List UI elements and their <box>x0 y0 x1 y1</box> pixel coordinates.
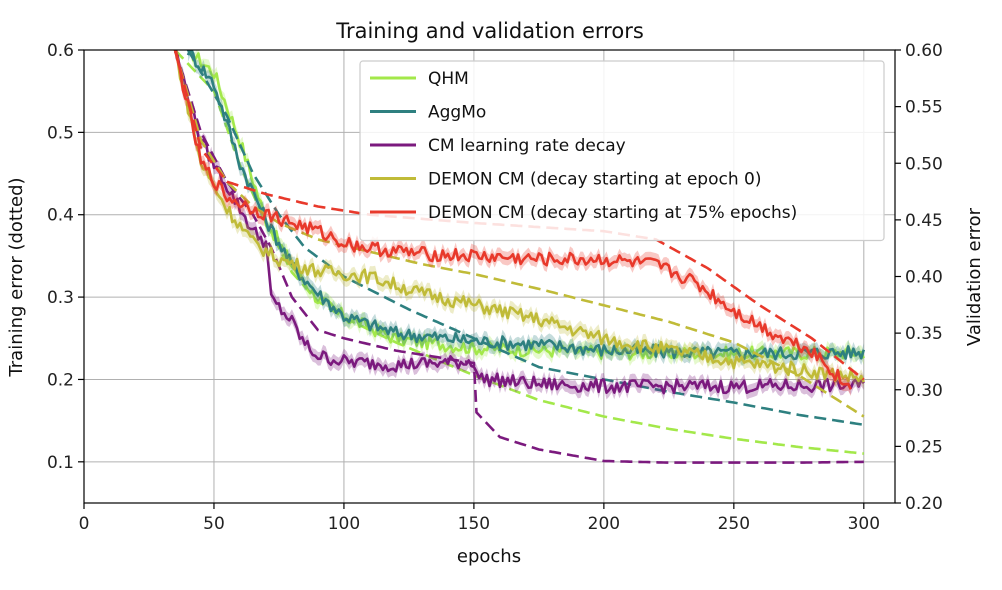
axes: 0 50 100 150 200 250 300 0.1 0.2 0.3 0.4 0.5 0.6 0.20… <box>47 41 943 534</box>
series-1 <box>186 50 866 427</box>
y-right-tick-label: 0.60 <box>905 41 943 61</box>
y-left-tick-label: 0.1 <box>47 453 74 473</box>
x-tick-label: 300 <box>848 514 880 534</box>
y-right-tick-label: 0.45 <box>905 211 943 231</box>
y-left-tick-label: 0.4 <box>47 206 74 226</box>
y-left-tick-label: 0.2 <box>47 370 74 390</box>
y-axis-right-label: Validation error <box>964 207 985 346</box>
y-right-tick-label: 0.25 <box>905 437 943 457</box>
training-line <box>173 50 864 464</box>
y-right-tick-label: 0.55 <box>905 98 943 118</box>
x-tick-label: 50 <box>203 514 225 534</box>
y-left-tick-label: 0.6 <box>47 41 74 61</box>
y-left-tick-label: 0.5 <box>47 123 74 143</box>
x-axis-label: epochs <box>457 546 521 567</box>
training-line <box>173 50 865 418</box>
legend-label: QHM <box>428 69 469 89</box>
y-right-tick-label: 0.30 <box>905 381 943 401</box>
legend-box <box>359 60 885 242</box>
validation-line <box>186 50 866 361</box>
y-left-tick-label: 0.3 <box>47 288 74 308</box>
legend: QHM AggMo CM learning rate decay DEMON CM (… <box>359 60 885 242</box>
legend-label: DEMON CM (decay starting at 75% epochs) <box>428 203 797 223</box>
y-right-tick-label: 0.40 <box>905 268 943 288</box>
chart-title: Training and validation errors <box>335 19 644 43</box>
y-right-tick-label: 0.35 <box>905 324 943 344</box>
legend-label: DEMON CM (decay starting at epoch 0) <box>428 170 761 190</box>
validation-line <box>173 50 865 383</box>
x-tick-label: 250 <box>718 514 750 534</box>
training-line <box>174 50 864 455</box>
validation-line <box>173 51 865 395</box>
series-0 <box>174 50 865 455</box>
plot-frame <box>83 49 896 504</box>
y-axis-left-label: Training error (dotted) <box>6 177 27 377</box>
series-2 <box>173 50 865 464</box>
validation-line <box>174 50 852 390</box>
x-tick-label: 150 <box>458 514 490 534</box>
x-tick-label: 100 <box>328 514 360 534</box>
y-right-tick-label: 0.20 <box>905 494 943 514</box>
validation-line <box>189 50 865 362</box>
legend-label: AggMo <box>428 103 486 123</box>
x-tick-label: 0 <box>79 514 90 534</box>
training-line <box>186 50 864 427</box>
y-right-tick-label: 0.50 <box>905 154 943 174</box>
x-tick-label: 200 <box>588 514 620 534</box>
legend-label: CM learning rate decay <box>428 136 626 156</box>
series-3 <box>173 50 865 418</box>
